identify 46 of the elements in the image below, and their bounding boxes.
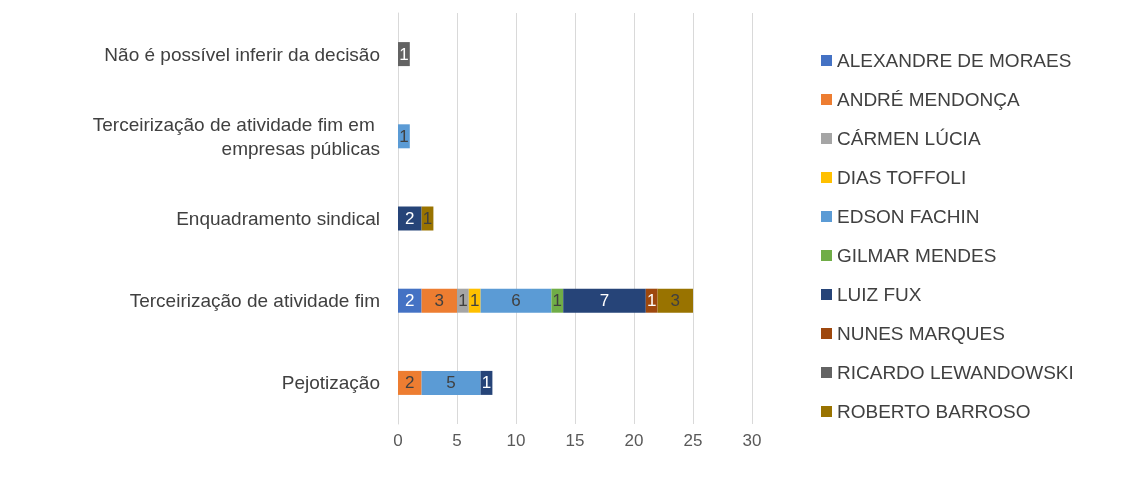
legend-label: RICARDO LEWANDOWSKI	[837, 362, 1074, 383]
data-label: 1	[399, 44, 409, 64]
x-tick-label: 25	[683, 431, 703, 450]
data-label: 1	[469, 291, 480, 311]
legend-label: ROBERTO BARROSO	[837, 401, 1031, 422]
bar	[421, 370, 481, 395]
data-label: 5	[446, 373, 456, 393]
x-tick-label: 0	[393, 431, 403, 450]
data-label: 6	[511, 291, 521, 311]
x-tick-label: 20	[624, 431, 644, 450]
bar	[421, 288, 457, 313]
x-tick-label: 15	[565, 431, 585, 450]
data-label: 2	[405, 373, 415, 393]
legend-label: NUNES MARQUES	[837, 323, 1005, 344]
y-tick-label: Terceirização de atividade fim em empresas públicas	[92, 113, 380, 159]
data-label: 1	[481, 373, 492, 393]
legend-label: CÁRMEN LÚCIA	[837, 128, 981, 149]
bar	[398, 288, 422, 313]
data-label: 7	[599, 291, 610, 311]
data-label: 2	[405, 291, 415, 311]
legend-label: ANDRÉ MENDONÇA	[837, 89, 1020, 110]
y-tick-label: Terceirização de atividade fim	[129, 290, 380, 312]
bar	[398, 370, 422, 395]
legend-label: LUIZ FUX	[837, 284, 922, 305]
data-label: 1	[458, 291, 468, 311]
y-tick-label: Não é possível inferir da decisão	[104, 43, 380, 65]
legend-label: EDSON FACHIN	[837, 206, 980, 227]
data-label: 3	[670, 291, 681, 311]
x-tick-label: 5	[452, 431, 462, 450]
legend-label: DIAS TOFFOLI	[837, 167, 967, 188]
legend-label: ALEXANDRE DE MORAES	[837, 50, 1072, 71]
bar	[657, 288, 693, 313]
x-tick-label: 30	[742, 431, 762, 450]
data-label: 2	[405, 209, 415, 228]
bar	[480, 288, 552, 313]
data-label: 1	[552, 291, 563, 311]
data-label: 1	[399, 126, 409, 146]
bar	[563, 288, 646, 313]
data-label: 3	[434, 291, 445, 311]
x-tick-label: 10	[506, 431, 526, 450]
data-label: 1	[422, 209, 433, 228]
data-label: 1	[646, 291, 657, 311]
y-tick-label: Enquadramento sindical	[176, 208, 380, 229]
y-tick-label: Pejotização	[281, 372, 380, 394]
legend-label: GILMAR MENDES	[837, 245, 997, 266]
bar	[398, 206, 422, 231]
